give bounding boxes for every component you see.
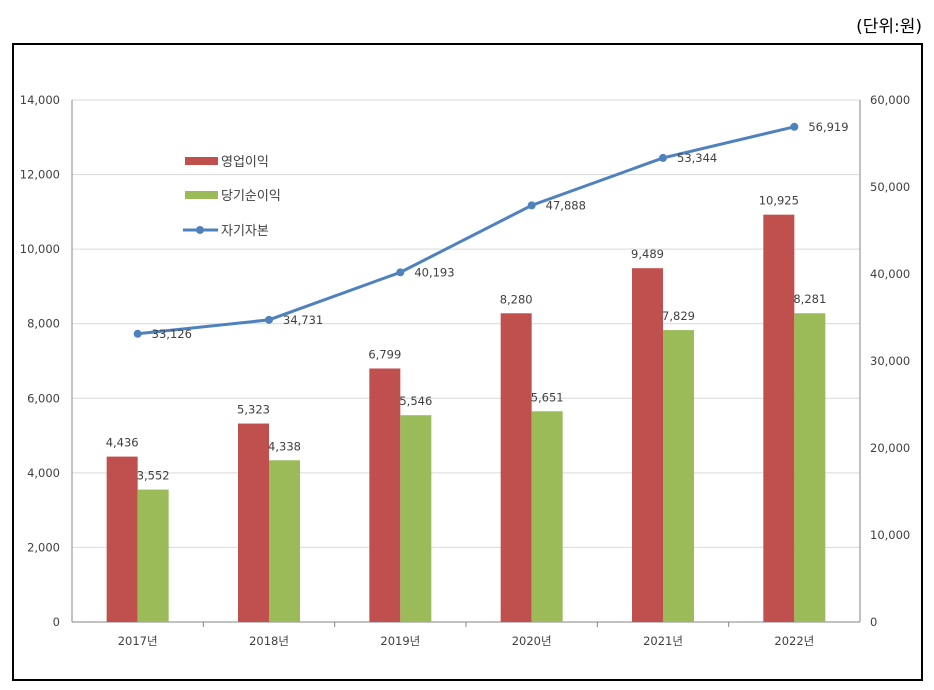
left-tick-label: 12,000 <box>20 168 60 182</box>
legend-swatch-net-income <box>185 191 218 199</box>
left-tick-label: 4,000 <box>27 466 60 480</box>
data-label: 56,919 <box>808 120 848 134</box>
left-tick-label: 8,000 <box>27 317 60 331</box>
data-label: 47,888 <box>546 198 586 212</box>
right-tick-label: 10,000 <box>870 528 910 542</box>
data-label: 8,280 <box>500 292 533 306</box>
right-tick-label: 50,000 <box>870 180 910 194</box>
data-label: 53,344 <box>677 151 717 165</box>
bar-operating-profit <box>106 456 138 622</box>
category-label: 2021년 <box>643 634 683 648</box>
data-label: 33,126 <box>152 327 192 341</box>
equity-point <box>527 201 536 210</box>
right-tick-label: 40,000 <box>870 267 910 281</box>
data-label: 10,925 <box>759 194 799 208</box>
right-tick-label: 20,000 <box>870 441 910 455</box>
right-tick-label: 30,000 <box>870 354 910 368</box>
category-label: 2018년 <box>249 634 289 648</box>
legend-marker-equity <box>196 226 204 234</box>
data-label: 5,651 <box>531 390 564 404</box>
left-tick-label: 10,000 <box>20 242 60 256</box>
bar-operating-profit <box>238 423 269 622</box>
equity-point <box>659 153 667 162</box>
bar-operating-profit <box>500 313 532 622</box>
data-label: 4,338 <box>268 439 301 453</box>
data-label: 5,323 <box>237 403 270 417</box>
legend-swatch-operating-profit <box>185 157 218 165</box>
bar-net-income <box>137 489 169 622</box>
bar-operating-profit <box>369 368 401 622</box>
category-label: 2019년 <box>380 634 420 648</box>
data-label: 5,546 <box>399 394 432 408</box>
left-tick-label: 0 <box>53 615 60 629</box>
equity-line <box>137 125 795 336</box>
left-tick-label: 6,000 <box>27 391 60 405</box>
data-label: 4,436 <box>106 436 139 450</box>
data-label: 40,193 <box>414 265 454 279</box>
bar-net-income <box>269 460 300 622</box>
equity-point <box>133 329 142 338</box>
left-tick-label: 2,000 <box>27 540 60 554</box>
unit-note: (단위:원) <box>856 17 922 37</box>
legend-label: 당기순이익 <box>221 189 281 204</box>
left-tick-label: 14,000 <box>20 93 60 107</box>
data-label: 34,731 <box>283 313 323 327</box>
legend-label: 영업이익 <box>221 155 269 170</box>
equity-point <box>396 268 405 277</box>
bar-net-income <box>400 415 432 622</box>
bar-operating-profit <box>763 214 795 622</box>
chart-frame <box>12 43 923 681</box>
data-label: 8,281 <box>793 292 826 306</box>
data-label: 7,829 <box>662 309 695 323</box>
right-tick-label: 60,000 <box>870 93 910 107</box>
right-tick-label: 0 <box>870 615 877 629</box>
category-label: 2017년 <box>118 634 158 648</box>
bar-net-income <box>663 330 694 622</box>
bar-net-income <box>794 313 826 622</box>
data-label: 6,799 <box>368 347 401 361</box>
category-label: 2020년 <box>512 634 552 648</box>
legend-label: 자기자본 <box>221 224 269 239</box>
data-label: 9,489 <box>631 247 664 261</box>
equity-point <box>790 122 799 131</box>
data-label: 3,552 <box>137 469 170 483</box>
equity-point <box>265 315 273 324</box>
category-label: 2022년 <box>774 634 814 648</box>
bar-net-income <box>531 411 563 622</box>
bar-operating-profit <box>632 268 663 622</box>
